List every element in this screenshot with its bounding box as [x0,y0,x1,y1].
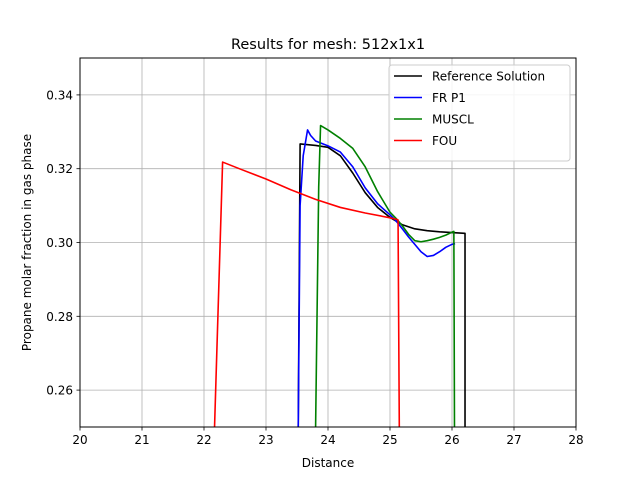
y-axis-label: Propane molar fraction in gas phase [20,134,34,351]
legend-entry: MUSCL [432,113,474,127]
chart-title: Results for mesh: 512x1x1 [231,37,425,53]
axis-ticks: 20 21 22 23 24 25 26 27 28 0.26 0.28 0.30 0.32 0.34 [46,88,583,447]
x-tick-label: 27 [506,433,521,447]
x-tick-label: 28 [568,433,583,447]
series-line-2 [314,124,456,427]
legend-entry: FOU [432,134,457,148]
series-group [213,124,466,427]
y-tick-label: 0.28 [46,310,73,324]
series-line-1 [297,129,456,427]
y-tick-label: 0.34 [46,88,73,102]
legend-entry: Reference Solution [432,70,545,84]
y-tick-label: 0.32 [46,162,73,176]
y-tick-label: 0.26 [46,384,73,398]
x-tick-label: 22 [196,433,211,447]
legend-frame [388,64,571,162]
x-tick-label: 26 [444,433,459,447]
x-tick-label: 24 [320,433,335,447]
x-tick-label: 25 [382,433,397,447]
legend-entry: FR P1 [432,91,466,105]
series-line-3 [213,161,401,427]
legend: Reference Solution FR P1 MUSCL FOU [388,64,571,162]
x-tick-label: 21 [134,433,149,447]
x-tick-label: 23 [258,433,273,447]
x-axis-label: Distance [302,456,354,470]
x-tick-label: 20 [72,433,87,447]
y-tick-label: 0.30 [46,236,73,250]
